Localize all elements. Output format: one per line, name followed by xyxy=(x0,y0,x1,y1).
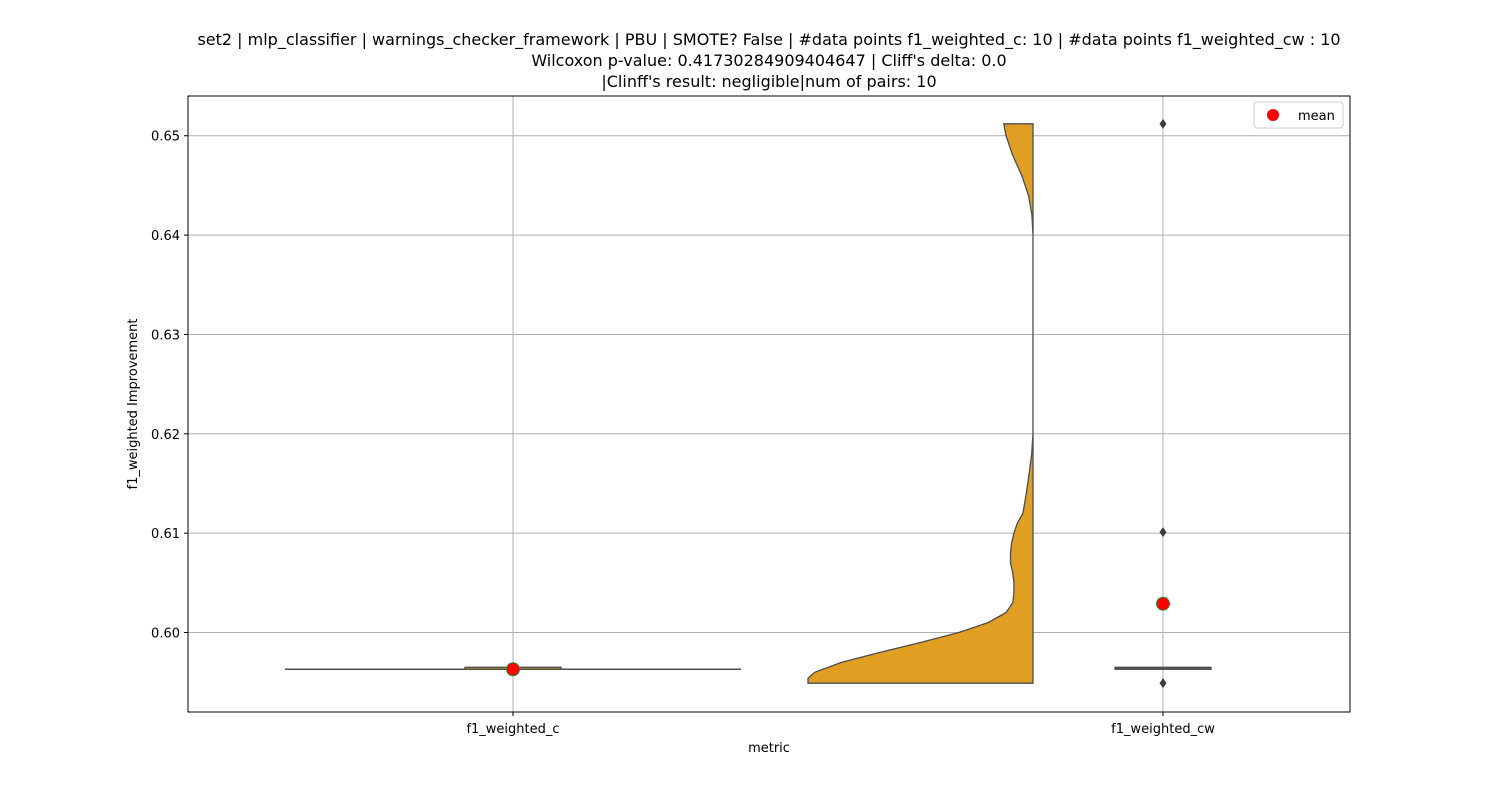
outlier-point xyxy=(1159,118,1167,129)
tick-layer: 0.60 0.61 0.62 0.63 0.64 0.65 f1_weighted_c f1_… xyxy=(151,130,1215,737)
plot-frame xyxy=(187,95,1351,713)
y-tick-label: 0.65 xyxy=(151,130,180,145)
violin-layer xyxy=(285,123,1034,684)
mean-marker xyxy=(506,662,520,677)
y-tick-label: 0.60 xyxy=(151,627,180,642)
legend-box xyxy=(1253,101,1344,129)
y-tick-label: 0.63 xyxy=(151,328,180,343)
chart-title-line-3: |Clinff's result: negligible|num of pair… xyxy=(601,72,937,91)
x-tick-label: f1_weighted_c xyxy=(466,722,559,737)
chart-title-line-1: set2 | mlp_classifier | warnings_checker… xyxy=(197,30,1341,49)
y-tick-label: 0.61 xyxy=(151,527,180,542)
legend: mean xyxy=(1253,101,1344,129)
mean-marker xyxy=(1156,596,1170,611)
legend-mean-label: mean xyxy=(1298,109,1335,124)
y-tick-label: 0.64 xyxy=(151,229,180,244)
x-axis-label: metric xyxy=(748,741,790,756)
grid-layer xyxy=(188,96,1350,712)
x-tick-label: f1_weighted_cw xyxy=(1111,722,1215,737)
point-layer xyxy=(506,118,1170,689)
violin-body xyxy=(807,123,1034,684)
y-tick-label: 0.62 xyxy=(151,428,180,443)
outlier-point xyxy=(1159,527,1167,538)
legend-mean-marker xyxy=(1267,109,1279,121)
outlier-point xyxy=(1159,678,1167,689)
chart-title-line-2: Wilcoxon p-value: 0.41730284909404647 | … xyxy=(531,51,1007,70)
y-axis-label: f1_weighted Improvement xyxy=(126,318,141,489)
